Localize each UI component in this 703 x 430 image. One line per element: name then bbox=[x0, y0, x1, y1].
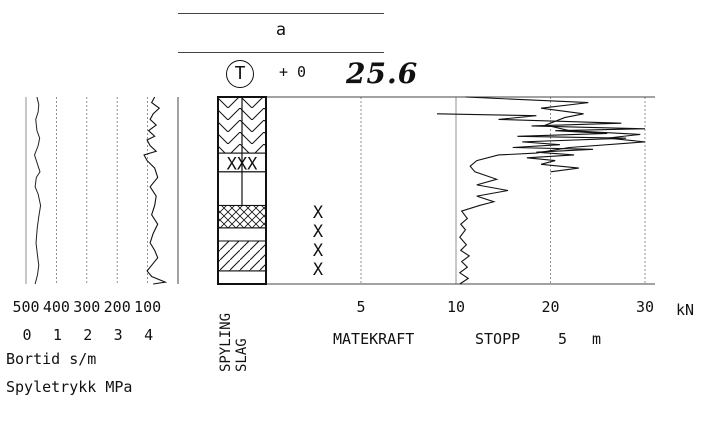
elevation-label: + 0 bbox=[279, 63, 307, 81]
tick-matekraft-0: 5 bbox=[356, 298, 365, 316]
tick-labels: 500 0 400 1 300 2 200 3 100 4 5 10 20 30 bbox=[12, 298, 654, 344]
x-mark-3: X bbox=[313, 260, 324, 280]
tick-bortid-2: 300 bbox=[73, 298, 100, 316]
tick-bortid-1: 400 bbox=[43, 298, 70, 316]
xlabel-spyling: SPYLING bbox=[218, 312, 234, 372]
xlabel-slag: SLAG bbox=[234, 338, 250, 372]
tick-bortid-3: 200 bbox=[104, 298, 131, 316]
tick-spyletrykk-0: 0 bbox=[22, 326, 31, 344]
tick-spyletrykk-4: 4 bbox=[144, 326, 153, 344]
x-mark-0: X bbox=[313, 203, 324, 223]
tick-spyletrykk-2: 2 bbox=[83, 326, 92, 344]
series-matekraft bbox=[458, 96, 646, 285]
lithology-crosshatch-3 bbox=[217, 204, 267, 229]
x-mark-1: X bbox=[313, 222, 324, 242]
xlabel-stopp-value: 5 bbox=[558, 330, 568, 348]
header-box-label: a bbox=[275, 20, 287, 40]
lithology-plain-0 bbox=[217, 270, 267, 285]
xlabel-bortid: Bortid s/m bbox=[6, 350, 97, 368]
tick-matekraft-2: 20 bbox=[541, 298, 559, 316]
header-box: a bbox=[178, 13, 384, 53]
tick-bortid-0: 500 bbox=[12, 298, 39, 316]
tick-matekraft-3: 30 bbox=[636, 298, 654, 316]
tick-matekraft-1: 10 bbox=[447, 298, 465, 316]
xlabel-spyletrykk: Spyletrykk MPa bbox=[6, 378, 133, 396]
series-lines bbox=[33, 96, 646, 285]
xlabel-unit-kn: kN bbox=[676, 301, 695, 319]
xlabel-matekraft: MATEKRAFT bbox=[333, 330, 415, 348]
tick-spyletrykk-1: 1 bbox=[53, 326, 62, 344]
xlabel-stopp-unit: m bbox=[592, 330, 602, 348]
x-mark-2: X bbox=[313, 241, 324, 261]
series-spyletrykk bbox=[143, 96, 168, 285]
marker-t-icon: T bbox=[226, 60, 254, 88]
lithology-plain-2 bbox=[217, 227, 267, 242]
tick-spyletrykk-3: 3 bbox=[114, 326, 123, 344]
series-bortid bbox=[33, 96, 42, 285]
xlabel-stopp: STOPP bbox=[475, 330, 521, 348]
grid-lines bbox=[25, 96, 655, 285]
series-matekraft_top bbox=[436, 113, 646, 173]
tick-bortid-4: 100 bbox=[134, 298, 161, 316]
handwritten-depth: 25.6 bbox=[346, 57, 419, 90]
lithology-column: XXX bbox=[217, 96, 267, 285]
lithology-diagonal-1 bbox=[217, 240, 267, 272]
